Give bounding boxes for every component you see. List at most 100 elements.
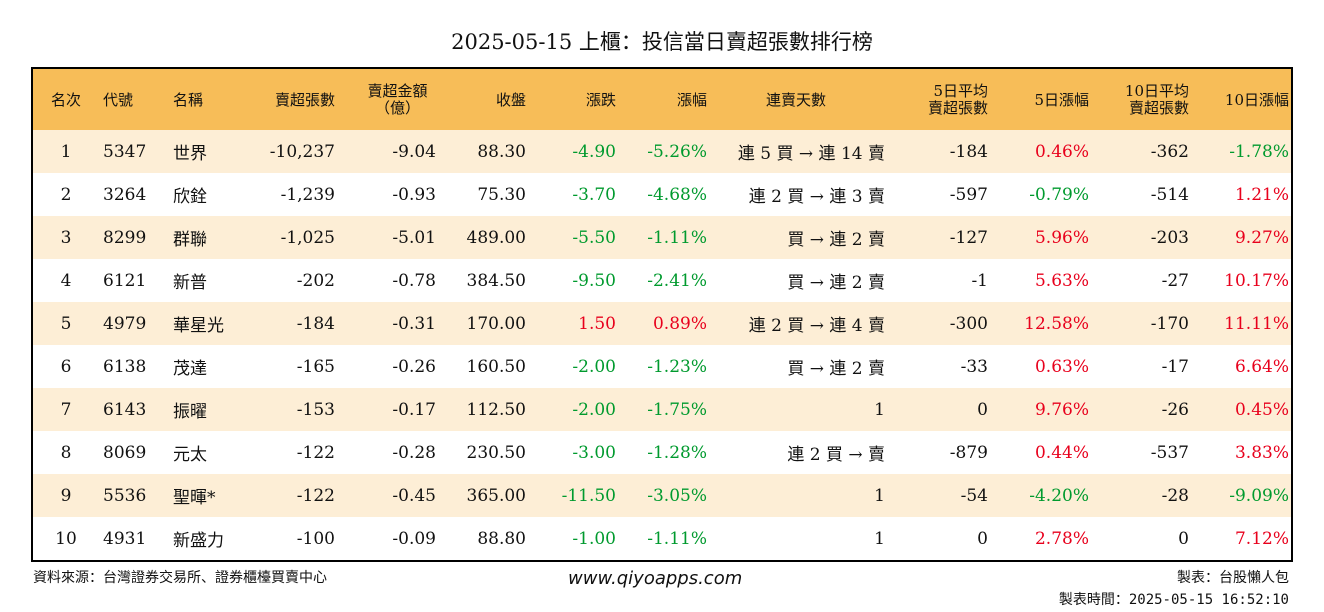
cell-sell-amount: -0.93 bbox=[392, 184, 436, 205]
cell-rank: 5 bbox=[60, 313, 72, 334]
cell-rank: 6 bbox=[60, 356, 72, 377]
cell-rank: 1 bbox=[60, 141, 72, 162]
cell-sell-shares: -202 bbox=[296, 270, 335, 291]
table-row: 8 8069 元太 -122 -0.28 230.50 -3.00 -1.28% 連 2 買 →… bbox=[33, 431, 1291, 474]
table-header: 名次 代號 名稱 賣超張數 賣超金額 （億） 收盤 漲跌 漲幅 連賣天數 5日平… bbox=[33, 69, 1291, 130]
cell-pct5: 0.63% bbox=[1034, 356, 1089, 377]
cell-sell-shares: -153 bbox=[296, 399, 335, 420]
table-row: 2 3264 欣銓 -1,239 -0.93 75.30 -3.70 -4.68% 連 2 買 … bbox=[33, 173, 1291, 216]
cell-pct10: 1.21% bbox=[1234, 184, 1289, 205]
cell-pct5: 0.44% bbox=[1034, 442, 1089, 463]
header-avg10-line1: 10日平均 bbox=[1124, 81, 1189, 100]
cell-code: 4979 bbox=[103, 313, 147, 334]
cell-name: 元太 bbox=[173, 445, 207, 465]
cell-change-pct: -2.41% bbox=[647, 270, 707, 291]
header-code: 代號 bbox=[103, 91, 134, 109]
header-avg5: 5日平均 賣超張數 bbox=[885, 81, 988, 117]
cell-pct10: 3.83% bbox=[1234, 442, 1289, 463]
header-sell-amount-line2: （億） bbox=[374, 98, 420, 117]
header-avg5-line1: 5日平均 bbox=[933, 81, 988, 100]
cell-change: -1.00 bbox=[572, 528, 616, 549]
cell-rank: 2 bbox=[60, 184, 72, 205]
cell-sell-amount: -0.17 bbox=[392, 399, 436, 420]
header-streak: 連賣天數 bbox=[765, 91, 826, 109]
cell-avg5: 0 bbox=[977, 399, 988, 420]
table-row: 10 4931 新盛力 -100 -0.09 88.80 -1.00 -1.11% 1 0 2.78… bbox=[33, 517, 1291, 560]
cell-name: 群聯 bbox=[173, 230, 207, 250]
cell-close: 489.00 bbox=[466, 227, 526, 248]
cell-code: 6121 bbox=[103, 270, 147, 291]
cell-pct10: 0.45% bbox=[1234, 399, 1289, 420]
cell-sell-shares: -100 bbox=[296, 528, 335, 549]
cell-rank: 9 bbox=[60, 485, 72, 506]
cell-avg5: -54 bbox=[960, 485, 988, 506]
cell-pct10: 6.64% bbox=[1234, 356, 1289, 377]
cell-avg5: -879 bbox=[949, 442, 988, 463]
cell-avg5: -127 bbox=[949, 227, 988, 248]
cell-avg5: -1 bbox=[971, 270, 988, 291]
cell-code: 6143 bbox=[103, 399, 147, 420]
cell-close: 365.00 bbox=[466, 485, 526, 506]
cell-avg10: -28 bbox=[1161, 485, 1189, 506]
cell-sell-amount: -5.01 bbox=[392, 227, 436, 248]
cell-sell-amount: -9.04 bbox=[392, 141, 436, 162]
cell-change-pct: 0.89% bbox=[652, 313, 707, 334]
header-avg10: 10日平均 賣超張數 bbox=[1089, 81, 1189, 117]
cell-streak: 連 2 買 → 連 3 賣 bbox=[748, 187, 885, 207]
cell-name: 欣銓 bbox=[173, 187, 207, 207]
header-avg5-line2: 賣超張數 bbox=[927, 98, 988, 117]
ranking-table: 名次 代號 名稱 賣超張數 賣超金額 （億） 收盤 漲跌 漲幅 連賣天數 5日平… bbox=[31, 67, 1293, 562]
cell-avg10: -514 bbox=[1150, 184, 1189, 205]
cell-close: 75.30 bbox=[477, 184, 526, 205]
cell-pct10: 10.17% bbox=[1224, 270, 1289, 291]
cell-rank: 3 bbox=[60, 227, 72, 248]
cell-code: 6138 bbox=[103, 356, 147, 377]
cell-avg5: -300 bbox=[949, 313, 988, 334]
cell-streak: 買 → 連 2 賣 bbox=[787, 359, 885, 379]
cell-sell-amount: -0.45 bbox=[392, 485, 436, 506]
cell-avg10: -537 bbox=[1150, 442, 1189, 463]
cell-change: -11.50 bbox=[561, 485, 616, 506]
cell-sell-amount: -0.31 bbox=[392, 313, 436, 334]
cell-close: 88.30 bbox=[477, 141, 526, 162]
cell-close: 170.00 bbox=[466, 313, 526, 334]
cell-change: -2.00 bbox=[572, 399, 616, 420]
header-avg10-line2: 賣超張數 bbox=[1128, 98, 1189, 117]
cell-name: 世界 bbox=[173, 144, 207, 164]
cell-change-pct: -1.28% bbox=[647, 442, 707, 463]
cell-sell-shares: -1,025 bbox=[280, 227, 335, 248]
cell-avg10: -26 bbox=[1161, 399, 1189, 420]
cell-avg10: 0 bbox=[1178, 528, 1189, 549]
header-name: 名稱 bbox=[173, 91, 204, 109]
header-change-pct: 漲幅 bbox=[676, 91, 707, 109]
cell-name: 新盛力 bbox=[173, 531, 224, 551]
cell-sell-shares: -165 bbox=[296, 356, 335, 377]
table-body: 1 5347 世界 -10,237 -9.04 88.30 -4.90 -5.26% 連 5 買… bbox=[33, 130, 1291, 560]
header-close: 收盤 bbox=[495, 91, 526, 109]
cell-sell-shares: -122 bbox=[296, 485, 335, 506]
cell-pct5: 0.46% bbox=[1034, 141, 1089, 162]
cell-avg10: -362 bbox=[1150, 141, 1189, 162]
cell-streak: 連 2 買 → 連 4 賣 bbox=[748, 316, 885, 336]
table-maker: 製表：台股懶人包 bbox=[1177, 570, 1289, 586]
cell-avg10: -203 bbox=[1150, 227, 1189, 248]
page-title: 2025-05-15 上櫃：投信當日賣超張數排行榜 bbox=[451, 30, 873, 54]
header-rank: 名次 bbox=[50, 91, 81, 109]
cell-code: 3264 bbox=[103, 184, 147, 205]
cell-streak: 1 bbox=[874, 528, 885, 549]
table-row: 9 5536 聖暉* -122 -0.45 365.00 -11.50 -3.05% 1 -54 -… bbox=[33, 474, 1291, 517]
cell-pct10: 9.27% bbox=[1234, 227, 1289, 248]
cell-pct10: -9.09% bbox=[1229, 485, 1289, 506]
cell-code: 5347 bbox=[103, 141, 147, 162]
cell-change: -2.00 bbox=[572, 356, 616, 377]
cell-change: 1.50 bbox=[578, 313, 616, 334]
cell-name: 新普 bbox=[173, 273, 207, 293]
cell-pct5: 12.58% bbox=[1024, 313, 1089, 334]
cell-code: 4931 bbox=[103, 528, 147, 549]
website-url: www.qiyoapps.com bbox=[568, 568, 743, 589]
cell-avg5: -33 bbox=[960, 356, 988, 377]
cell-change-pct: -4.68% bbox=[647, 184, 707, 205]
cell-pct10: 11.11% bbox=[1224, 313, 1289, 334]
cell-pct10: -1.78% bbox=[1229, 141, 1289, 162]
cell-avg10: -27 bbox=[1161, 270, 1189, 291]
